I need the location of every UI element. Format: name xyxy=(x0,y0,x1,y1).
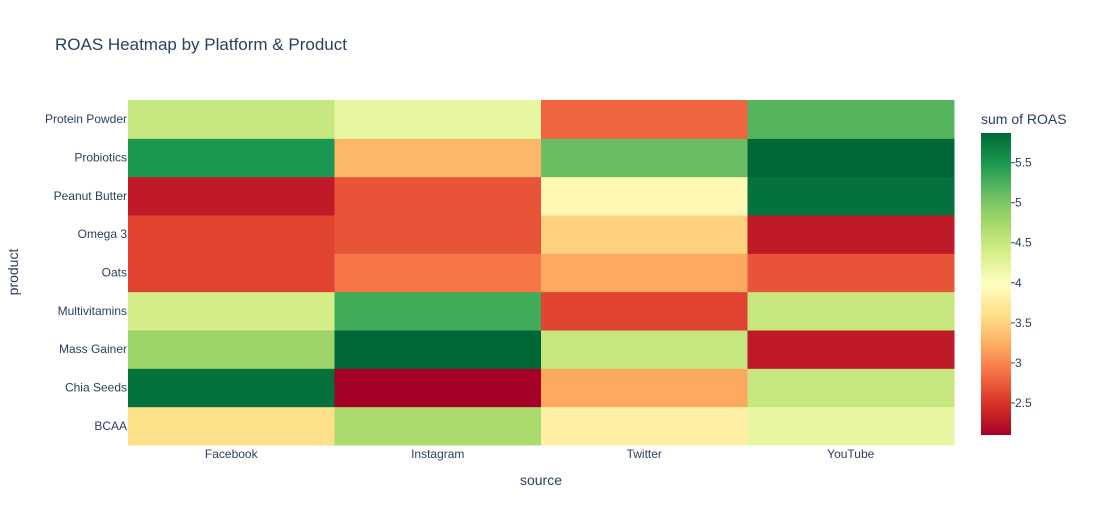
cell-chia-seeds-youtube xyxy=(747,368,955,408)
cell-probiotics-twitter xyxy=(541,138,748,178)
cell-oats-instagram xyxy=(334,253,542,293)
cell-probiotics-youtube xyxy=(747,138,955,178)
colorbar-tick-label: 3 xyxy=(1015,356,1022,370)
cell-omega-3-facebook xyxy=(128,215,335,254)
x-tick-twitter: Twitter xyxy=(627,447,662,461)
cell-peanut-butter-youtube xyxy=(747,176,955,216)
cell-chia-seeds-twitter xyxy=(541,368,748,408)
cell-mass-gainer-youtube xyxy=(747,330,955,369)
cell-probiotics-facebook xyxy=(128,138,335,178)
heatmap-cells xyxy=(128,100,955,446)
cell-omega-3-instagram xyxy=(334,215,542,254)
cell-protein-powder-twitter xyxy=(541,100,748,139)
colorbar-title: sum of ROAS xyxy=(981,111,1067,127)
cell-mass-gainer-instagram xyxy=(334,330,542,369)
colorbar-ticks: 2.5 3 3.5 4 4.5 5 5.5 xyxy=(1011,156,1032,410)
cell-chia-seeds-instagram xyxy=(334,368,542,408)
cell-peanut-butter-twitter xyxy=(541,176,748,216)
y-axis-title: product xyxy=(5,249,21,296)
colorbar-tick-label: 3.5 xyxy=(1015,316,1032,330)
cell-omega-3-twitter xyxy=(541,215,748,254)
y-tick-probiotics: Probiotics xyxy=(74,151,127,165)
y-tick-omega-3: Omega 3 xyxy=(78,227,128,241)
y-tick-mass-gainer: Mass Gainer xyxy=(59,342,127,356)
chart-title: ROAS Heatmap by Platform & Product xyxy=(55,35,347,54)
cell-chia-seeds-facebook xyxy=(128,368,335,408)
x-tick-facebook: Facebook xyxy=(205,447,259,461)
y-tick-oats: Oats xyxy=(102,266,127,280)
cell-mass-gainer-twitter xyxy=(541,330,748,369)
cell-bcaa-instagram xyxy=(334,406,542,446)
cell-multivitamins-facebook xyxy=(128,291,335,331)
x-tick-labels: Facebook Instagram Twitter YouTube xyxy=(205,447,875,461)
cell-oats-facebook xyxy=(128,253,335,293)
cell-bcaa-twitter xyxy=(541,406,748,446)
colorbar-tick-label: 5.5 xyxy=(1015,156,1032,170)
colorbar xyxy=(981,133,1011,435)
cell-bcaa-facebook xyxy=(128,406,335,446)
y-tick-labels: BCAA Chia Seeds Mass Gainer Multivitamins Oa… xyxy=(45,112,127,433)
colorbar-tick-label: 5 xyxy=(1015,196,1022,210)
x-tick-instagram: Instagram xyxy=(411,447,464,461)
y-tick-peanut-butter: Peanut Butter xyxy=(54,189,127,203)
cell-omega-3-youtube xyxy=(747,215,955,254)
cell-oats-youtube xyxy=(747,253,955,293)
cell-protein-powder-youtube xyxy=(747,100,955,139)
cell-peanut-butter-instagram xyxy=(334,176,542,216)
x-axis-title: source xyxy=(520,472,562,488)
y-tick-multivitamins: Multivitamins xyxy=(58,304,127,318)
colorbar-tick-label: 2.5 xyxy=(1015,396,1032,410)
cell-multivitamins-twitter xyxy=(541,291,748,331)
colorbar-tick-label: 4.5 xyxy=(1015,236,1032,250)
cell-peanut-butter-facebook xyxy=(128,176,335,216)
colorbar-tick-label: 4 xyxy=(1015,276,1022,290)
cell-probiotics-instagram xyxy=(334,138,542,178)
cell-protein-powder-instagram xyxy=(334,100,542,139)
y-tick-protein-powder: Protein Powder xyxy=(45,112,127,126)
y-tick-bcaa: BCAA xyxy=(94,419,127,433)
cell-multivitamins-youtube xyxy=(747,291,955,331)
x-tick-youtube: YouTube xyxy=(827,447,874,461)
cell-oats-twitter xyxy=(541,253,748,293)
y-tick-chia-seeds: Chia Seeds xyxy=(65,381,127,395)
cell-protein-powder-facebook xyxy=(128,100,335,139)
cell-multivitamins-instagram xyxy=(334,291,542,331)
cell-mass-gainer-facebook xyxy=(128,330,335,369)
cell-bcaa-youtube xyxy=(747,406,955,446)
